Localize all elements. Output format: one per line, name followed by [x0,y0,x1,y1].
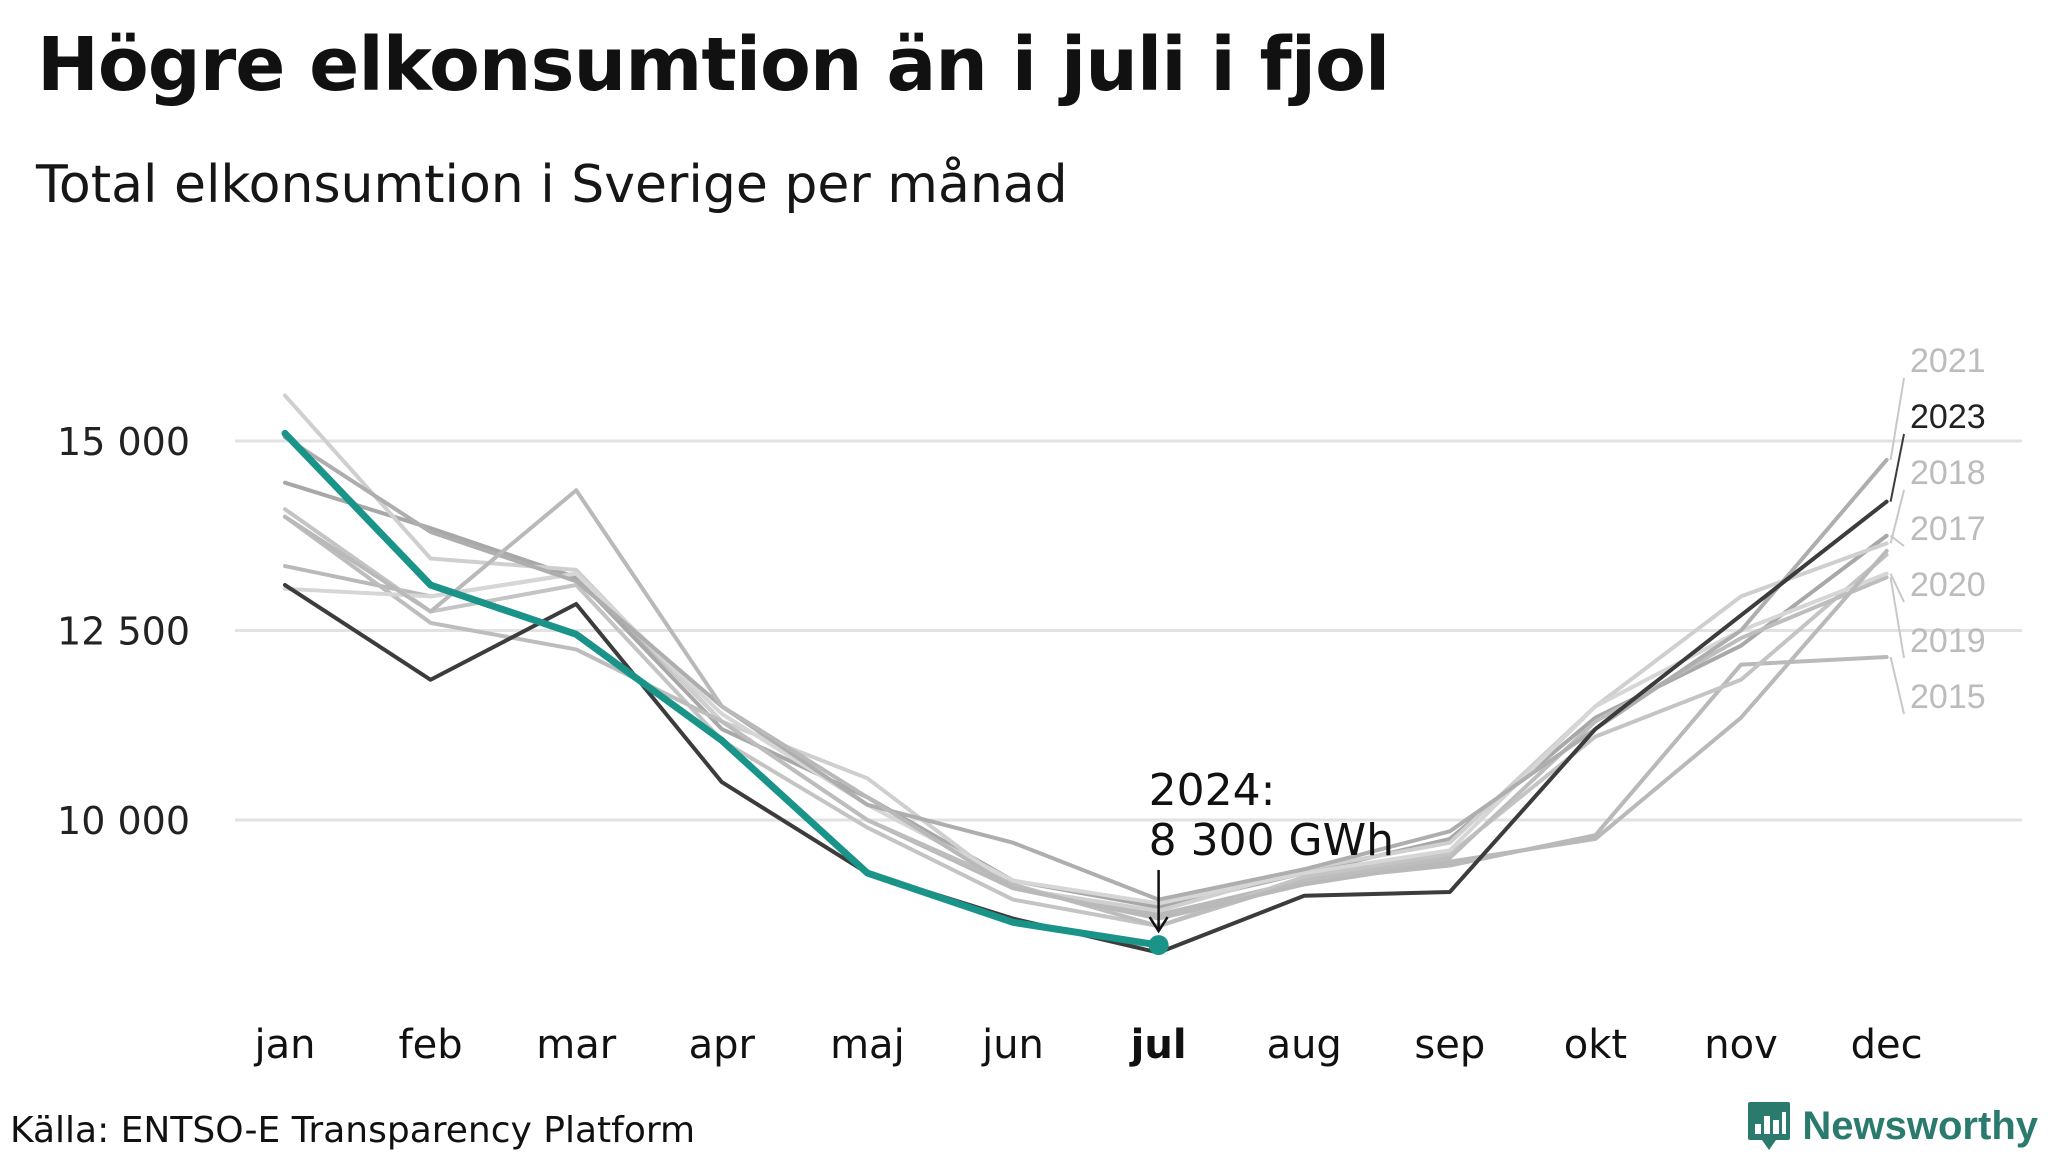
x-tick-label: jun [981,1022,1044,1068]
series-line-2019 [283,514,1889,929]
legend-leader-line [1889,573,1905,603]
series-label-2020: 2020 [1910,566,1986,604]
x-tick-label: jan [254,1022,316,1068]
legend-leader-line [1889,577,1905,659]
series-label-2023: 2023 [1910,398,1986,436]
x-tick-label: jul [1129,1022,1187,1068]
annotation-arrowhead [1148,916,1169,934]
series-line-2022 [283,488,1889,921]
brand-logo: Newsworthy [1746,1100,2038,1152]
x-tick-label: apr [689,1022,756,1068]
chart-subtitle: Total elkonsumtion i Sverige per månad [36,155,1068,215]
x-tick-label: okt [1564,1022,1627,1068]
y-tick-label: 10 000 [57,799,190,843]
series-label-2017: 2017 [1910,510,1986,548]
source-note: Källa: ENTSO-E Transparency Platform [10,1110,696,1151]
x-tick-label: sep [1414,1022,1485,1068]
highlight-point [1148,935,1169,956]
chart-logo-icon [1748,1102,1791,1150]
annotation-label: 8 300 GWh [1149,815,1394,866]
legend-leader-line [1889,534,1905,547]
x-tick-label: dec [1851,1022,1923,1068]
series-label-2021: 2021 [1910,342,1986,380]
series-line-2018 [283,393,1889,913]
legend-leader-line [1889,377,1905,461]
series-line-2016 [283,507,1889,929]
series-line-2020 [283,571,1889,906]
legend-leader-line [1889,489,1905,544]
x-tick-label: maj [830,1022,905,1068]
brand-name: Newsworthy [1802,1103,2038,1148]
series-line-2024 [281,429,1163,949]
x-tick-label: aug [1267,1022,1342,1068]
legend-leader-line [1889,433,1905,502]
x-tick-label: mar [536,1022,616,1068]
series-line-2023 [283,499,1889,955]
series-label-2018: 2018 [1910,454,1986,492]
x-tick-label: feb [399,1022,463,1068]
x-tick-label: nov [1704,1022,1778,1068]
y-tick-label: 12 500 [57,610,190,654]
annotation-label: 2024: [1149,765,1276,816]
y-tick-label: 15 000 [57,420,190,464]
series-label-2019: 2019 [1910,622,1986,660]
series-label-2015: 2015 [1910,678,1986,716]
chart-title: Högre elkonsumtion än i juli i fjol [37,22,1390,108]
legend-leader-line [1889,656,1905,715]
